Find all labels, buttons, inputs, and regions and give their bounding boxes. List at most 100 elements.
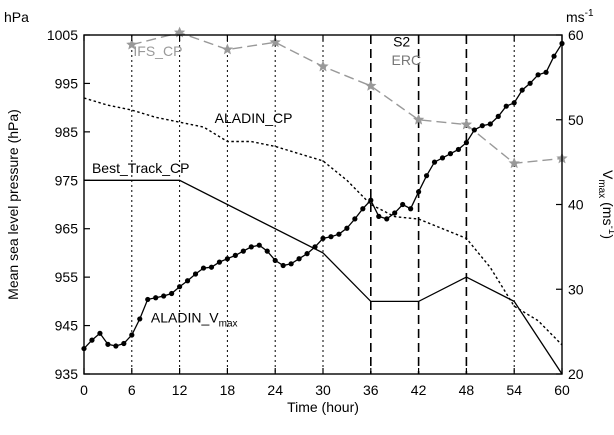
annotation-erc: ERC xyxy=(392,52,422,68)
point-aladin-vmax-26 xyxy=(288,261,294,267)
point-aladin-vmax-18 xyxy=(224,256,230,262)
series-line-ifs-cp xyxy=(131,31,563,165)
x-tick-label-12: 12 xyxy=(172,382,188,398)
point-aladin-vmax-58 xyxy=(543,69,549,75)
point-aladin-vmax-24 xyxy=(272,257,278,264)
point-aladin-vmax-34 xyxy=(352,216,358,222)
point-ifs-cp-24 xyxy=(269,36,281,48)
series-label-ifs-cp: IFS_CP xyxy=(133,43,182,59)
x-tick-label-60: 60 xyxy=(554,382,570,398)
point-aladin-vmax-4 xyxy=(113,343,119,349)
point-aladin-vmax-10 xyxy=(161,293,167,299)
point-aladin-vmax-54 xyxy=(511,100,517,106)
point-aladin-vmax-53 xyxy=(503,103,509,109)
point-aladin-vmax-40 xyxy=(400,201,406,208)
point-aladin-vmax-35 xyxy=(360,206,366,212)
point-aladin-vmax-2 xyxy=(97,330,103,336)
y-left-tick-label-975: 975 xyxy=(55,172,79,188)
point-aladin-vmax-45 xyxy=(439,155,446,161)
point-aladin-vmax-43 xyxy=(423,173,430,179)
series-label-aladin-cp: ALADIN_CP xyxy=(215,110,293,126)
series-line-best-track-cp xyxy=(84,179,563,375)
point-aladin-vmax-3 xyxy=(105,341,111,347)
point-aladin-vmax-37 xyxy=(376,213,382,219)
point-aladin-vmax-52 xyxy=(495,113,501,119)
y-left-tick-label-935: 935 xyxy=(55,366,79,382)
point-aladin-vmax-16 xyxy=(208,264,215,270)
series-label-aladin-vmax: ALADIN_Vmax xyxy=(151,309,238,329)
y-right-tick-label-20: 20 xyxy=(568,366,584,382)
point-aladin-vmax-48 xyxy=(463,140,469,146)
point-aladin-vmax-30 xyxy=(320,235,326,241)
point-aladin-vmax-33 xyxy=(344,225,350,231)
point-aladin-vmax-20 xyxy=(240,248,246,254)
x-tick-label-48: 48 xyxy=(459,382,475,398)
point-aladin-vmax-29 xyxy=(312,244,318,250)
point-aladin-vmax-49 xyxy=(471,127,477,133)
series-line-aladin-cp xyxy=(83,97,563,346)
y-right-tick-label-40: 40 xyxy=(568,197,584,213)
point-aladin-vmax-36 xyxy=(368,197,374,203)
y-left-tick-label-955: 955 xyxy=(55,269,79,285)
point-aladin-vmax-31 xyxy=(328,234,334,240)
point-ifs-cp-30 xyxy=(317,60,329,72)
x-tick-label-30: 30 xyxy=(315,382,331,398)
point-aladin-vmax-8 xyxy=(145,296,151,303)
x-tick-label-0: 0 xyxy=(80,382,88,398)
point-aladin-vmax-56 xyxy=(527,80,533,86)
x-tick-label-36: 36 xyxy=(363,382,379,398)
point-aladin-vmax-47 xyxy=(455,146,462,153)
point-aladin-vmax-44 xyxy=(431,159,438,165)
y-right-tick-label-50: 50 xyxy=(568,112,584,128)
point-aladin-vmax-51 xyxy=(487,121,493,127)
y-left-tick-label-985: 985 xyxy=(55,124,79,140)
x-tick-label-6: 6 xyxy=(128,382,136,398)
x-tick-label-54: 54 xyxy=(506,382,522,398)
point-aladin-vmax-15 xyxy=(200,265,207,271)
point-aladin-vmax-38 xyxy=(384,216,390,222)
point-aladin-vmax-42 xyxy=(416,189,422,195)
point-aladin-vmax-13 xyxy=(184,278,191,284)
point-aladin-vmax-32 xyxy=(336,231,342,237)
point-aladin-vmax-55 xyxy=(519,87,525,93)
y-left-tick-label-995: 995 xyxy=(55,75,79,91)
y-left-tick-label-1005: 1005 xyxy=(47,27,78,43)
point-ifs-cp-36 xyxy=(365,79,377,91)
point-aladin-vmax-19 xyxy=(232,252,238,258)
y-right-axis-title: Vmax (ms-1) xyxy=(596,170,614,239)
point-aladin-vmax-25 xyxy=(280,262,286,269)
point-aladin-vmax-39 xyxy=(392,210,398,216)
point-aladin-vmax-7 xyxy=(137,316,143,322)
point-aladin-vmax-28 xyxy=(304,251,310,257)
point-aladin-vmax-9 xyxy=(153,295,159,301)
point-ifs-cp-6 xyxy=(126,38,138,50)
point-aladin-vmax-21 xyxy=(248,244,254,250)
y-right-tick-label-30: 30 xyxy=(568,281,584,297)
point-aladin-vmax-11 xyxy=(169,290,175,297)
point-aladin-vmax-1 xyxy=(89,337,95,343)
point-ifs-cp-42 xyxy=(412,113,425,125)
x-tick-label-18: 18 xyxy=(220,382,236,398)
point-aladin-vmax-17 xyxy=(216,259,223,265)
right-unit-label: ms-1 xyxy=(566,8,594,25)
left-unit-label: hPa xyxy=(4,9,29,25)
x-tick-label-24: 24 xyxy=(267,382,283,398)
x-tick-label-42: 42 xyxy=(411,382,427,398)
point-aladin-vmax-6 xyxy=(129,332,135,338)
point-aladin-vmax-23 xyxy=(264,248,270,254)
x-axis-title: Time (hour) xyxy=(287,399,359,415)
point-aladin-vmax-27 xyxy=(296,256,302,262)
point-aladin-vmax-12 xyxy=(177,284,183,290)
series-label-best-track-cp: Best_Track_CP xyxy=(92,160,190,176)
point-ifs-cp-48 xyxy=(460,118,473,130)
y-left-axis-title: Mean sea level pressure (hPa) xyxy=(5,109,21,300)
point-aladin-vmax-5 xyxy=(121,340,127,347)
point-ifs-cp-54 xyxy=(508,157,520,169)
point-aladin-vmax-22 xyxy=(256,242,262,248)
annotation-s2: S2 xyxy=(393,34,410,50)
point-aladin-vmax-50 xyxy=(479,123,485,129)
point-aladin-vmax-57 xyxy=(535,72,541,78)
y-left-tick-label-965: 965 xyxy=(55,221,79,237)
